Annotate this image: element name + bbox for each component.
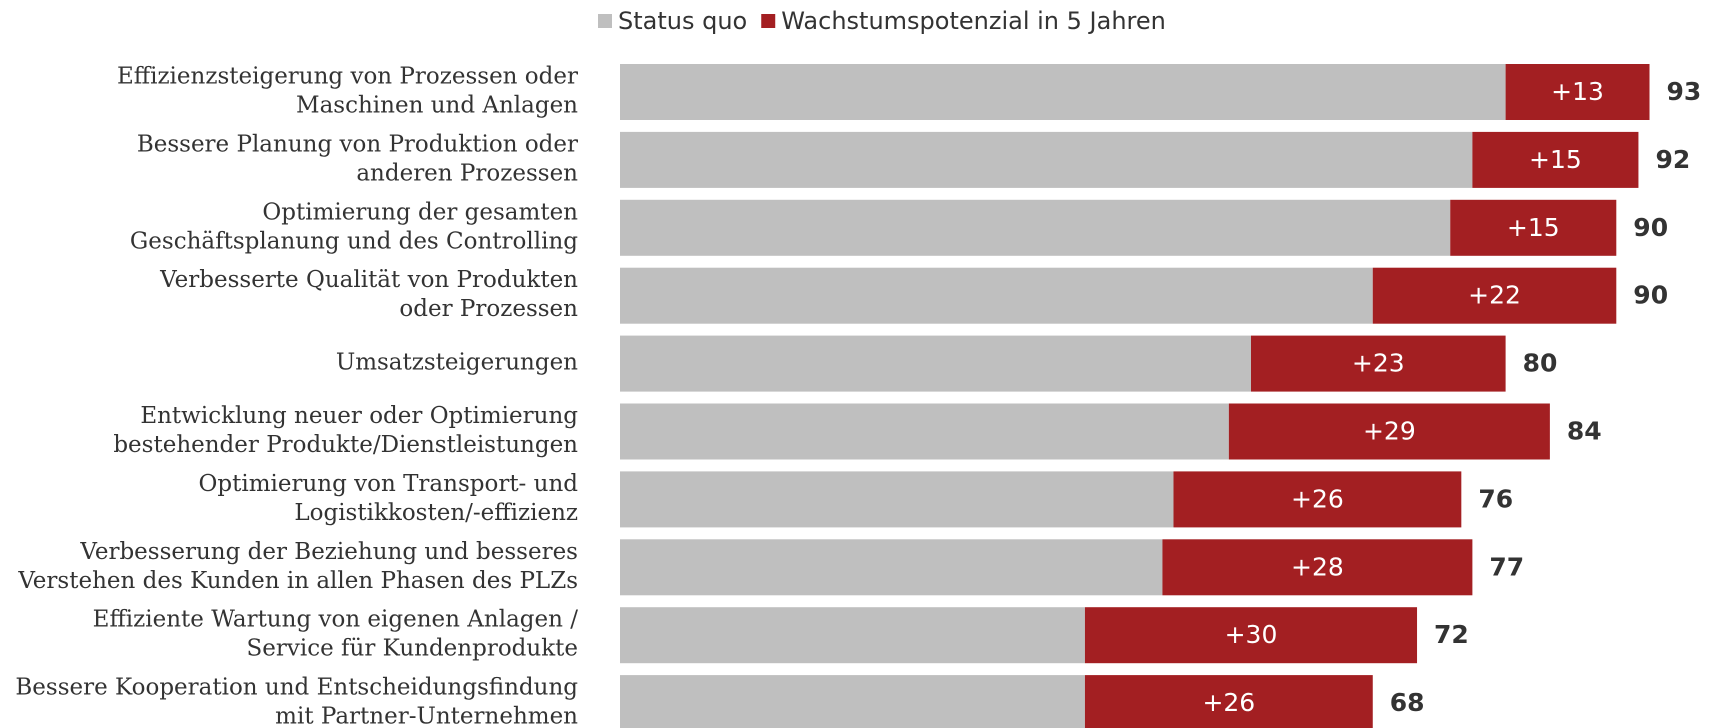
value-label: +28 <box>1291 552 1344 581</box>
category-label: bestehender Produkte/Dienstleistungen <box>113 432 578 458</box>
value-label: +15 <box>1529 145 1582 174</box>
legend-swatch <box>761 14 776 28</box>
total-label: 68 <box>1390 688 1425 717</box>
total-label: 77 <box>1489 552 1524 581</box>
total-label: 90 <box>1633 213 1668 242</box>
bar-segment <box>620 607 1085 664</box>
bar-segment <box>1505 64 1650 120</box>
category-label: Umsatzsteigerungen <box>336 350 578 376</box>
bar-segment <box>1084 675 1373 728</box>
category-label: oder Prozessen <box>399 296 578 322</box>
value-label: +30 <box>1225 620 1278 649</box>
bar-segment <box>620 131 1473 188</box>
category-label: Entwicklung neuer oder Optimierung <box>140 403 578 429</box>
value-label: +26 <box>1291 484 1344 513</box>
bar-segment <box>620 539 1163 596</box>
bar-segment <box>1228 403 1550 460</box>
total-label: 76 <box>1478 484 1513 513</box>
bar-segment <box>1372 267 1617 324</box>
category-label: Bessere Planung von Produktion oder <box>137 131 578 157</box>
total-label: 93 <box>1667 77 1702 106</box>
bar-segment <box>1162 539 1473 596</box>
category-label: Optimierung der gesamten <box>262 199 578 225</box>
category-label: Verstehen des Kunden in allen Phasen des… <box>17 568 578 594</box>
value-label: +26 <box>1202 688 1255 717</box>
bar-segment <box>620 267 1373 324</box>
category-label: Logistikkosten/-effizienz <box>294 500 578 526</box>
bar-segment <box>620 403 1229 460</box>
bar-segment <box>1173 471 1462 528</box>
category-label: Maschinen und Anlagen <box>296 93 578 119</box>
legend-label: Status quo <box>618 7 747 35</box>
category-label: Bessere Kooperation und Entscheidungsfin… <box>15 675 578 701</box>
bar-segment <box>620 335 1251 392</box>
bar-segment <box>1472 131 1639 188</box>
legend-label: Wachstumspotenzial in 5 Jahren <box>781 7 1166 35</box>
bar-segment <box>620 199 1451 256</box>
category-label: Effizienzsteigerung von Prozessen oder <box>117 64 578 90</box>
value-label: +13 <box>1551 77 1604 106</box>
value-label: +29 <box>1363 417 1416 446</box>
total-label: 90 <box>1633 281 1668 310</box>
legend-swatch <box>598 14 612 28</box>
category-label: Effiziente Wartung von eigenen Anlagen / <box>93 607 579 633</box>
category-label: mit Partner-Unternehmen <box>275 704 578 728</box>
bar-segment <box>620 675 1085 728</box>
category-label: Optimierung von Transport- und <box>199 471 579 497</box>
total-label: 84 <box>1567 417 1602 446</box>
bar-segment <box>1250 335 1506 392</box>
bar-segment <box>1084 607 1418 664</box>
bar-segment <box>620 471 1174 528</box>
category-label: Verbesserte Qualität von Produkten <box>159 267 578 293</box>
category-label: Service für Kundenprodukte <box>247 636 579 662</box>
bar-segment <box>1450 199 1617 256</box>
category-label: Geschäftsplanung und des Controlling <box>130 228 578 254</box>
value-label: +15 <box>1507 213 1560 242</box>
category-label: anderen Prozessen <box>356 160 578 186</box>
category-label: Verbesserung der Beziehung und besseres <box>79 539 578 565</box>
total-label: 92 <box>1655 145 1690 174</box>
value-label: +23 <box>1352 349 1405 378</box>
bar-segment <box>620 64 1506 120</box>
value-label: +22 <box>1468 281 1521 310</box>
total-label: 72 <box>1434 620 1469 649</box>
total-label: 80 <box>1523 349 1558 378</box>
